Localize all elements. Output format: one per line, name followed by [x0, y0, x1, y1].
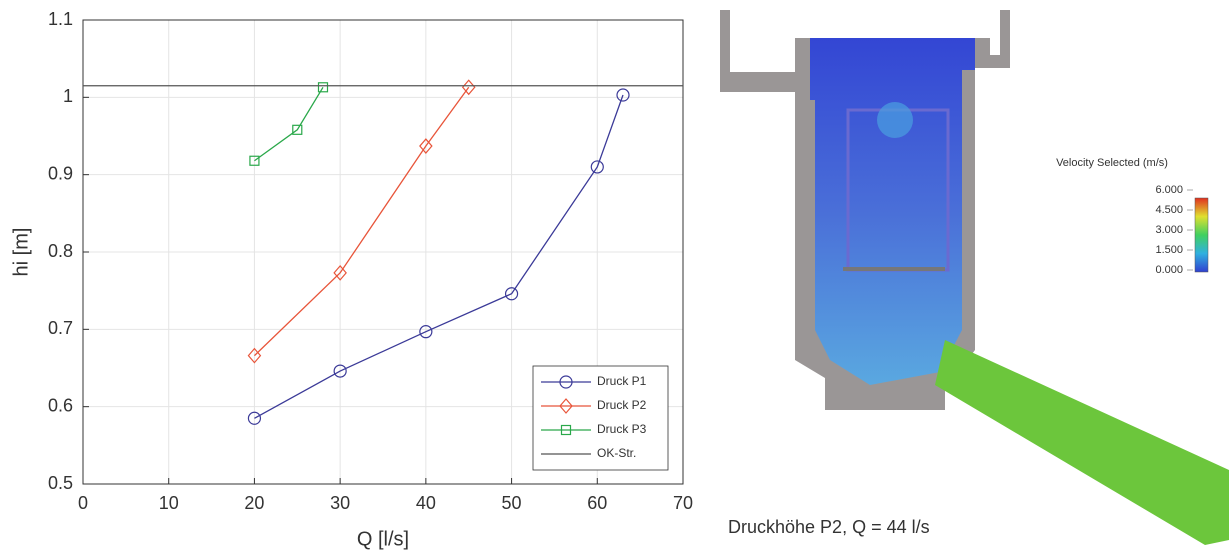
series-line [254, 86, 324, 162]
legend-box [532, 365, 669, 471]
data-point [333, 264, 347, 281]
data-point [461, 79, 476, 96]
data-point [317, 82, 329, 93]
colorbar [1194, 197, 1209, 273]
legend-label: Druck P2 [597, 398, 647, 412]
series-line [254, 94, 624, 419]
data-point [419, 325, 433, 339]
legend-label: Druck P3 [597, 422, 647, 436]
x-tick-label: 70 [673, 493, 693, 513]
x-tick-label: 40 [416, 493, 436, 513]
y-tick-label: 0.9 [48, 163, 73, 183]
data-point [333, 364, 347, 378]
y-tick-label: 0.8 [48, 241, 73, 261]
y-tick-label: 1.1 [48, 9, 73, 29]
data-point [247, 411, 262, 425]
x-tick-label: 0 [78, 493, 88, 513]
legend-marker [559, 375, 573, 389]
y-tick-label: 0.7 [48, 318, 73, 338]
cfd-image [720, 10, 1229, 545]
y-axis-label: hi [m] [10, 228, 32, 277]
colorbar-label: 1.500 [1155, 244, 1183, 256]
legend-marker [560, 424, 572, 436]
y-tick-label: 0.6 [48, 395, 73, 415]
data-point [504, 287, 519, 301]
y-tick-label: 1 [63, 86, 73, 106]
legend-label: OK-Str. [597, 446, 636, 460]
colorbar-label: 3.000 [1155, 224, 1183, 236]
x-axis-label: Q [l/s] [357, 528, 409, 550]
y-tick-label: 0.5 [48, 473, 73, 493]
caption: Druckhöhe P2, Q = 44 l/s [728, 517, 930, 537]
colorbar-label: 4.500 [1155, 204, 1183, 216]
x-tick-label: 20 [244, 493, 264, 513]
data-point [249, 155, 260, 166]
x-tick-label: 10 [159, 493, 179, 513]
data-point [292, 124, 303, 135]
legend-label: Druck P1 [597, 374, 647, 388]
x-tick-label: 60 [587, 493, 607, 513]
colorbar-label: 6.000 [1155, 184, 1183, 196]
colorbar-title: Velocity Selected (m/s) [1056, 157, 1168, 169]
x-tick-label: 30 [330, 493, 350, 513]
colorbar-label: 0.000 [1155, 264, 1183, 276]
data-point [419, 138, 433, 154]
data-point [247, 347, 262, 364]
data-point [590, 160, 604, 174]
x-tick-label: 50 [502, 493, 522, 513]
data-point [616, 88, 630, 102]
series-line [253, 86, 470, 357]
legend-marker [559, 398, 573, 414]
plot-frame [82, 19, 684, 485]
